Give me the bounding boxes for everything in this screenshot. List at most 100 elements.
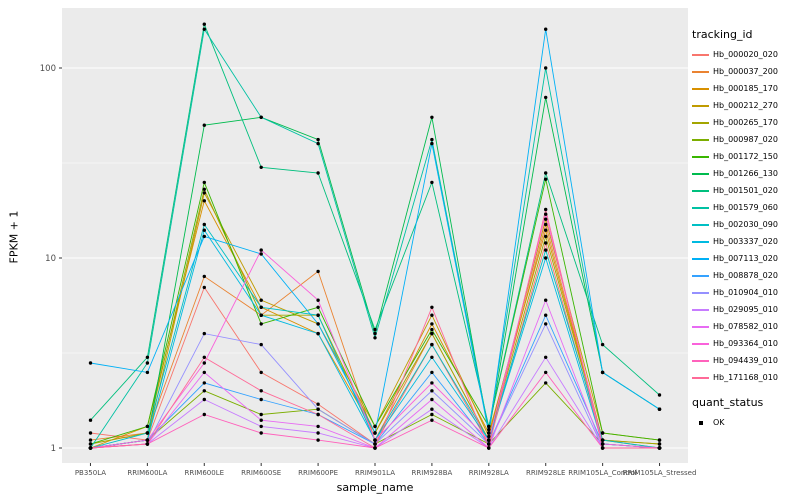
data-point xyxy=(544,234,548,239)
legend-item-Hb_000020_020: Hb_000020_020 xyxy=(692,46,800,63)
data-point xyxy=(259,418,263,422)
data-point xyxy=(202,123,206,127)
data-point xyxy=(316,298,320,302)
data-point xyxy=(88,446,93,450)
data-point xyxy=(430,418,434,422)
data-point xyxy=(145,442,150,446)
data-point xyxy=(316,313,320,317)
data-point xyxy=(430,305,434,309)
legend-item-Hb_000212_270: Hb_000212_270 xyxy=(692,97,800,114)
data-point xyxy=(430,397,434,402)
y-tick-label: 100 xyxy=(40,64,56,74)
legend-item-label: OK xyxy=(713,418,725,427)
x-tick-label: RRIM928LE xyxy=(526,469,566,477)
legend-item-Hb_001172_150: Hb_001172_150 xyxy=(692,148,800,165)
data-point xyxy=(373,446,377,450)
data-point xyxy=(544,217,548,221)
data-point xyxy=(145,361,150,365)
legend-item-label: Hb_008878_020 xyxy=(713,271,778,280)
data-point xyxy=(88,418,93,422)
data-point xyxy=(202,412,206,417)
x-tick-label: RRIM600LA xyxy=(127,469,167,477)
data-point xyxy=(600,342,605,347)
data-point xyxy=(259,412,263,417)
legend-point-key-icon xyxy=(692,414,709,431)
data-point xyxy=(316,424,320,429)
legend-item-Hb_000987_020: Hb_000987_020 xyxy=(692,131,800,148)
data-point xyxy=(544,381,548,385)
legend-line-key-icon xyxy=(692,369,709,386)
legend-line-key-icon xyxy=(692,267,709,284)
plot-panel xyxy=(62,8,688,463)
x-tick-label: RRIM600PE xyxy=(298,469,338,477)
data-point xyxy=(202,222,206,227)
data-point xyxy=(202,191,206,195)
legend-item-Hb_001266_130: Hb_001266_130 xyxy=(692,165,800,182)
data-point xyxy=(316,331,320,336)
data-point xyxy=(88,361,93,365)
data-point xyxy=(202,331,206,336)
data-points xyxy=(88,22,662,450)
data-point xyxy=(544,66,548,70)
data-point xyxy=(600,442,605,446)
legend-line-key-icon xyxy=(692,114,709,131)
data-point xyxy=(316,137,320,142)
legend-item-Hb_000265_170: Hb_000265_170 xyxy=(692,114,800,131)
data-point xyxy=(600,431,605,435)
legend-item-label: Hb_000987_020 xyxy=(713,135,778,144)
data-point xyxy=(373,424,377,429)
data-point xyxy=(202,397,206,402)
legend-line-key-icon xyxy=(692,199,709,216)
data-point xyxy=(259,252,263,256)
data-point xyxy=(259,397,263,402)
data-point xyxy=(373,331,377,336)
legend-line-key-icon xyxy=(692,46,709,63)
legend-item-Hb_010904_010: Hb_010904_010 xyxy=(692,284,800,301)
data-point xyxy=(430,389,434,393)
data-point xyxy=(373,438,377,442)
data-point xyxy=(544,228,548,232)
data-point xyxy=(259,424,263,429)
legend-item-Hb_000037_200: Hb_000037_200 xyxy=(692,63,800,80)
data-point xyxy=(657,407,662,411)
legend-line-key-icon xyxy=(692,284,709,301)
legend-item-Hb_171168_010: Hb_171168_010 xyxy=(692,369,800,386)
x-axis-title: sample_name xyxy=(336,481,414,494)
legend-line-key-icon xyxy=(692,97,709,114)
legend-line-key-icon xyxy=(692,352,709,369)
legend-item-label: Hb_000265_170 xyxy=(713,118,778,127)
legend-item-Hb_001501_020: Hb_001501_020 xyxy=(692,182,800,199)
data-point xyxy=(544,27,548,31)
legend-item-label: Hb_003337_020 xyxy=(713,237,778,246)
x-tick-label: RRIM928BA xyxy=(412,469,453,477)
data-point xyxy=(259,342,263,347)
data-point xyxy=(202,389,206,393)
data-point xyxy=(430,342,434,347)
x-tick-label: RRIM105LA_Stressed xyxy=(623,469,697,477)
legend-item-label: Hb_171168_010 xyxy=(713,373,778,382)
legend-line-key-icon xyxy=(692,250,709,267)
tracking-id-legend-title: tracking_id xyxy=(692,28,753,41)
data-point xyxy=(202,381,206,385)
legend-item-Hb_078582_010: Hb_078582_010 xyxy=(692,318,800,335)
data-point xyxy=(259,322,263,326)
data-point xyxy=(202,355,206,359)
data-point xyxy=(430,381,434,385)
data-point xyxy=(487,446,491,450)
data-point xyxy=(316,412,320,417)
data-point xyxy=(202,361,206,365)
data-point xyxy=(430,407,434,411)
data-point xyxy=(316,407,320,411)
data-point xyxy=(259,305,263,309)
legend-line-key-icon xyxy=(692,233,709,250)
data-point xyxy=(316,171,320,175)
data-point xyxy=(487,434,491,439)
data-point xyxy=(259,248,263,252)
data-point xyxy=(657,442,662,446)
data-point xyxy=(316,141,320,146)
data-point xyxy=(316,438,320,442)
legend-item-label: Hb_029095_010 xyxy=(713,305,778,314)
data-point xyxy=(430,355,434,359)
